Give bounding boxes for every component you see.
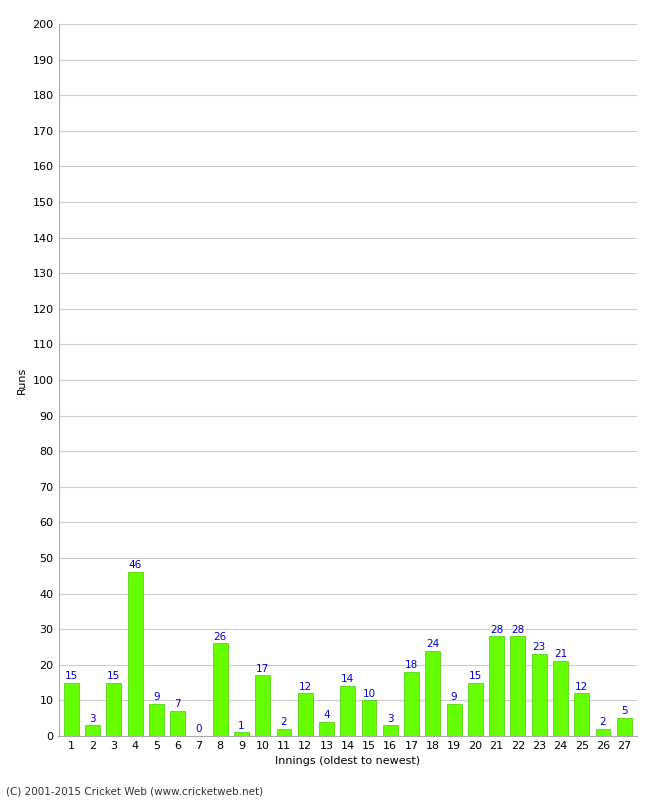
Text: 14: 14 bbox=[341, 674, 354, 684]
Bar bbox=[361, 701, 376, 736]
Text: 1: 1 bbox=[238, 721, 244, 730]
Bar bbox=[149, 704, 164, 736]
Text: 15: 15 bbox=[64, 671, 78, 681]
Bar bbox=[617, 718, 632, 736]
Bar bbox=[553, 662, 568, 736]
Text: 46: 46 bbox=[129, 561, 142, 570]
Text: 7: 7 bbox=[174, 699, 181, 710]
Text: 17: 17 bbox=[256, 664, 269, 674]
Text: 24: 24 bbox=[426, 638, 439, 649]
Text: 21: 21 bbox=[554, 650, 567, 659]
Text: 10: 10 bbox=[363, 689, 376, 698]
Text: 9: 9 bbox=[451, 692, 458, 702]
Bar bbox=[276, 729, 291, 736]
Text: 3: 3 bbox=[387, 714, 394, 723]
Text: 12: 12 bbox=[298, 682, 312, 691]
X-axis label: Innings (oldest to newest): Innings (oldest to newest) bbox=[275, 757, 421, 766]
Bar bbox=[510, 636, 525, 736]
Bar bbox=[425, 650, 440, 736]
Bar bbox=[383, 726, 398, 736]
Text: 26: 26 bbox=[213, 632, 227, 642]
Text: 15: 15 bbox=[107, 671, 120, 681]
Bar bbox=[170, 711, 185, 736]
Bar bbox=[532, 654, 547, 736]
Text: 4: 4 bbox=[323, 710, 330, 720]
Text: 23: 23 bbox=[532, 642, 546, 652]
Bar bbox=[404, 672, 419, 736]
Bar bbox=[255, 675, 270, 736]
Bar bbox=[64, 682, 79, 736]
Text: 2: 2 bbox=[281, 717, 287, 727]
Bar bbox=[595, 729, 610, 736]
Bar bbox=[234, 733, 249, 736]
Bar bbox=[468, 682, 483, 736]
Text: 28: 28 bbox=[512, 625, 525, 634]
Bar bbox=[85, 726, 100, 736]
Text: 12: 12 bbox=[575, 682, 588, 691]
Text: 9: 9 bbox=[153, 692, 160, 702]
Y-axis label: Runs: Runs bbox=[17, 366, 27, 394]
Text: 3: 3 bbox=[89, 714, 96, 723]
Bar bbox=[319, 722, 334, 736]
Text: 5: 5 bbox=[621, 706, 627, 717]
Bar bbox=[489, 636, 504, 736]
Bar bbox=[213, 643, 228, 736]
Bar bbox=[107, 682, 122, 736]
Text: 0: 0 bbox=[196, 724, 202, 734]
Text: 2: 2 bbox=[600, 717, 606, 727]
Bar bbox=[298, 694, 313, 736]
Text: (C) 2001-2015 Cricket Web (www.cricketweb.net): (C) 2001-2015 Cricket Web (www.cricketwe… bbox=[6, 786, 264, 796]
Text: 15: 15 bbox=[469, 671, 482, 681]
Text: 18: 18 bbox=[405, 660, 418, 670]
Bar bbox=[574, 694, 589, 736]
Bar bbox=[341, 686, 355, 736]
Text: 28: 28 bbox=[490, 625, 503, 634]
Bar bbox=[127, 572, 142, 736]
Bar bbox=[447, 704, 461, 736]
